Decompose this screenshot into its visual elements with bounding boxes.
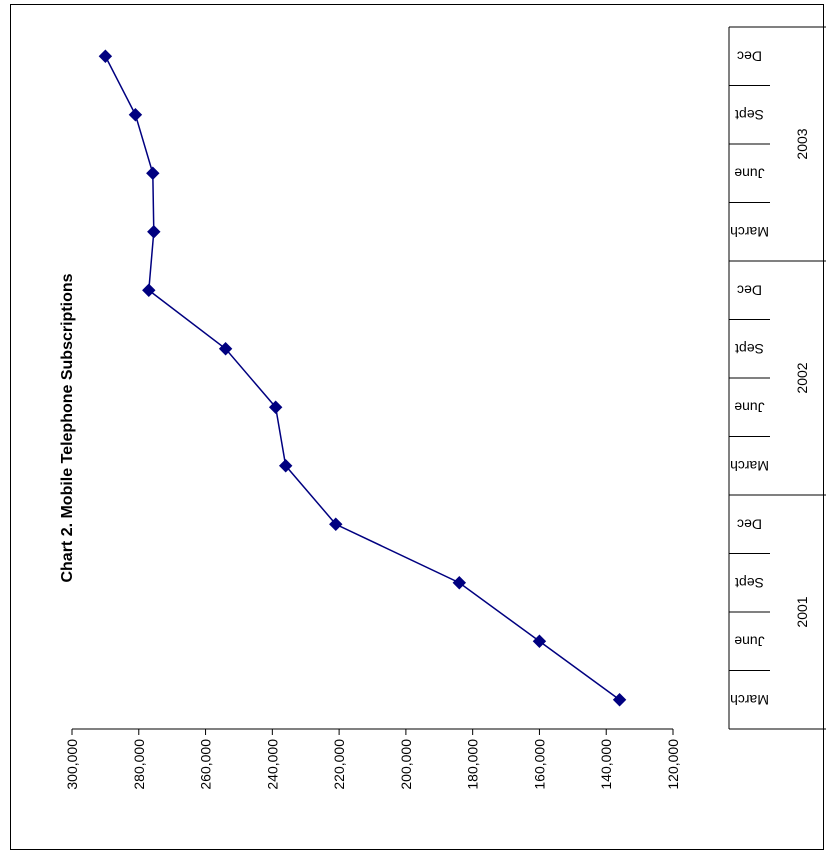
value-tick-label: 200,000: [398, 739, 414, 790]
data-point: [98, 49, 113, 63]
category-label: June: [734, 399, 765, 415]
data-point: [146, 166, 160, 180]
series-line: [104, 55, 621, 701]
category-label: Dec: [737, 282, 762, 298]
category-label: March: [730, 692, 769, 708]
year-label: 2002: [794, 362, 810, 393]
value-tick-label: 160,000: [531, 739, 547, 790]
data-point: [278, 459, 293, 473]
value-tick-label: 180,000: [465, 739, 481, 790]
value-tick-label: 300,000: [64, 739, 80, 790]
data-point: [532, 634, 547, 648]
data-point: [452, 576, 467, 590]
year-label: 2001: [794, 596, 810, 627]
value-tick-label: 280,000: [131, 739, 147, 790]
value-tick-label: 140,000: [598, 739, 614, 790]
category-label: Dec: [737, 48, 762, 64]
year-label: 2003: [794, 128, 810, 159]
chart-title: Chart 2. Mobile Telephone Subscriptions: [59, 273, 76, 582]
category-label: March: [730, 458, 769, 474]
data-point: [142, 283, 156, 297]
value-tick-label: 120,000: [665, 739, 681, 790]
category-label: Sept: [735, 107, 764, 123]
data-point: [612, 693, 627, 707]
value-tick-label: 220,000: [331, 739, 347, 790]
category-label: Dec: [737, 516, 762, 532]
category-label: March: [730, 224, 769, 240]
data-point: [268, 400, 283, 414]
category-label: Sept: [735, 341, 764, 357]
data-point: [329, 517, 343, 531]
category-label: June: [734, 165, 765, 181]
category-label: June: [734, 633, 765, 649]
value-tick-label: 240,000: [264, 739, 280, 790]
data-point: [128, 108, 143, 122]
data-point: [147, 225, 161, 239]
chart-frame: [10, 4, 824, 850]
value-tick-label: 260,000: [198, 739, 214, 790]
category-label: Sept: [735, 575, 764, 591]
data-point: [218, 342, 233, 356]
